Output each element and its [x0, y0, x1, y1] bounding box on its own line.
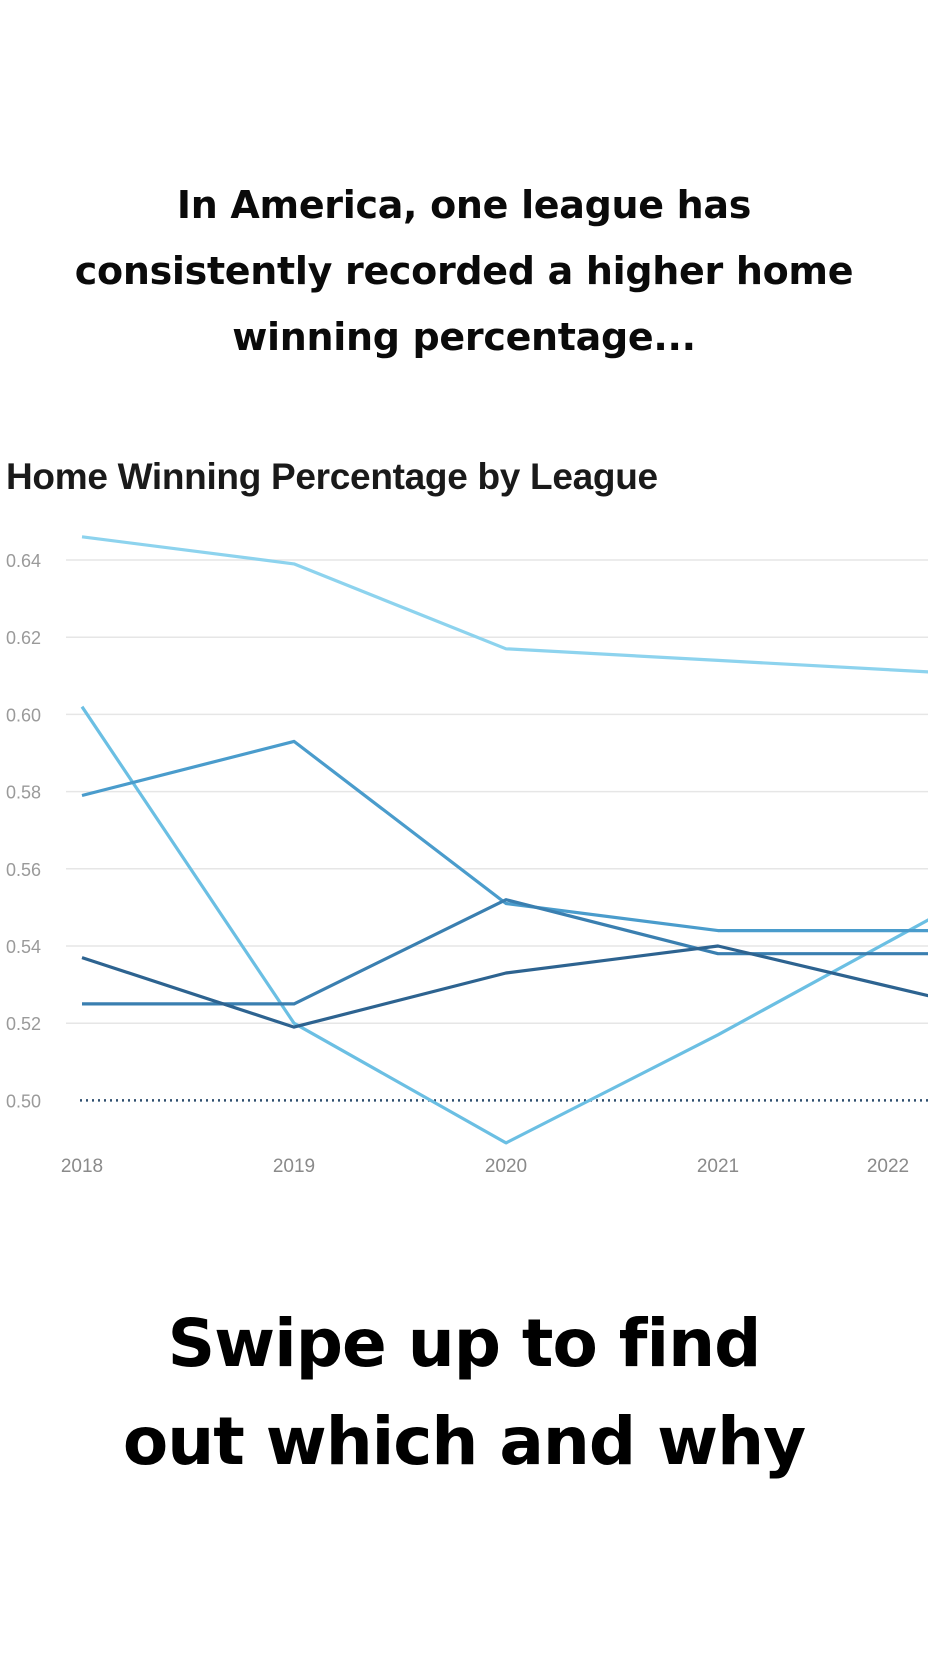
y-tick-label: 0.50: [6, 1091, 41, 1111]
x-tick-label: 2021: [697, 1156, 739, 1177]
x-tick-label: 2019: [273, 1156, 315, 1177]
y-tick-label: 0.62: [6, 628, 41, 648]
headline-line-3: winning percentage...: [232, 315, 696, 359]
x-tick-label: 2022: [867, 1156, 909, 1177]
cta-line-1: Swipe up to find: [167, 1305, 762, 1382]
call-to-action: Swipe up to find out which and why: [0, 1295, 928, 1491]
line-chart: 0.64 0.62 0.60 0.58 0.56 0.54 0.52 0.50 2018 2019…: [6, 535, 928, 1177]
y-tick-label: 0.58: [6, 783, 41, 803]
headline-line-2: consistently recorded a higher home: [74, 249, 854, 293]
series-line-5: [81, 944, 928, 1029]
cta-line-2: out which and why: [122, 1403, 806, 1480]
y-tick-label: 0.64: [6, 551, 41, 571]
series-line-3: [81, 739, 928, 933]
y-tick-label: 0.54: [6, 937, 41, 957]
x-tick-label: 2018: [61, 1156, 103, 1177]
x-tick-label: 2020: [485, 1156, 527, 1177]
series-line-2: [80, 705, 928, 1145]
y-tick-label: 0.60: [6, 705, 41, 725]
y-tick-label: 0.56: [6, 860, 41, 880]
headline-line-1: In America, one league has: [176, 183, 752, 227]
y-tick-label: 0.52: [6, 1014, 41, 1034]
chart-title: Home Winning Percentage by League: [6, 456, 658, 497]
series-line-1: [81, 535, 928, 674]
headline: In America, one league has consistently …: [20, 172, 908, 370]
